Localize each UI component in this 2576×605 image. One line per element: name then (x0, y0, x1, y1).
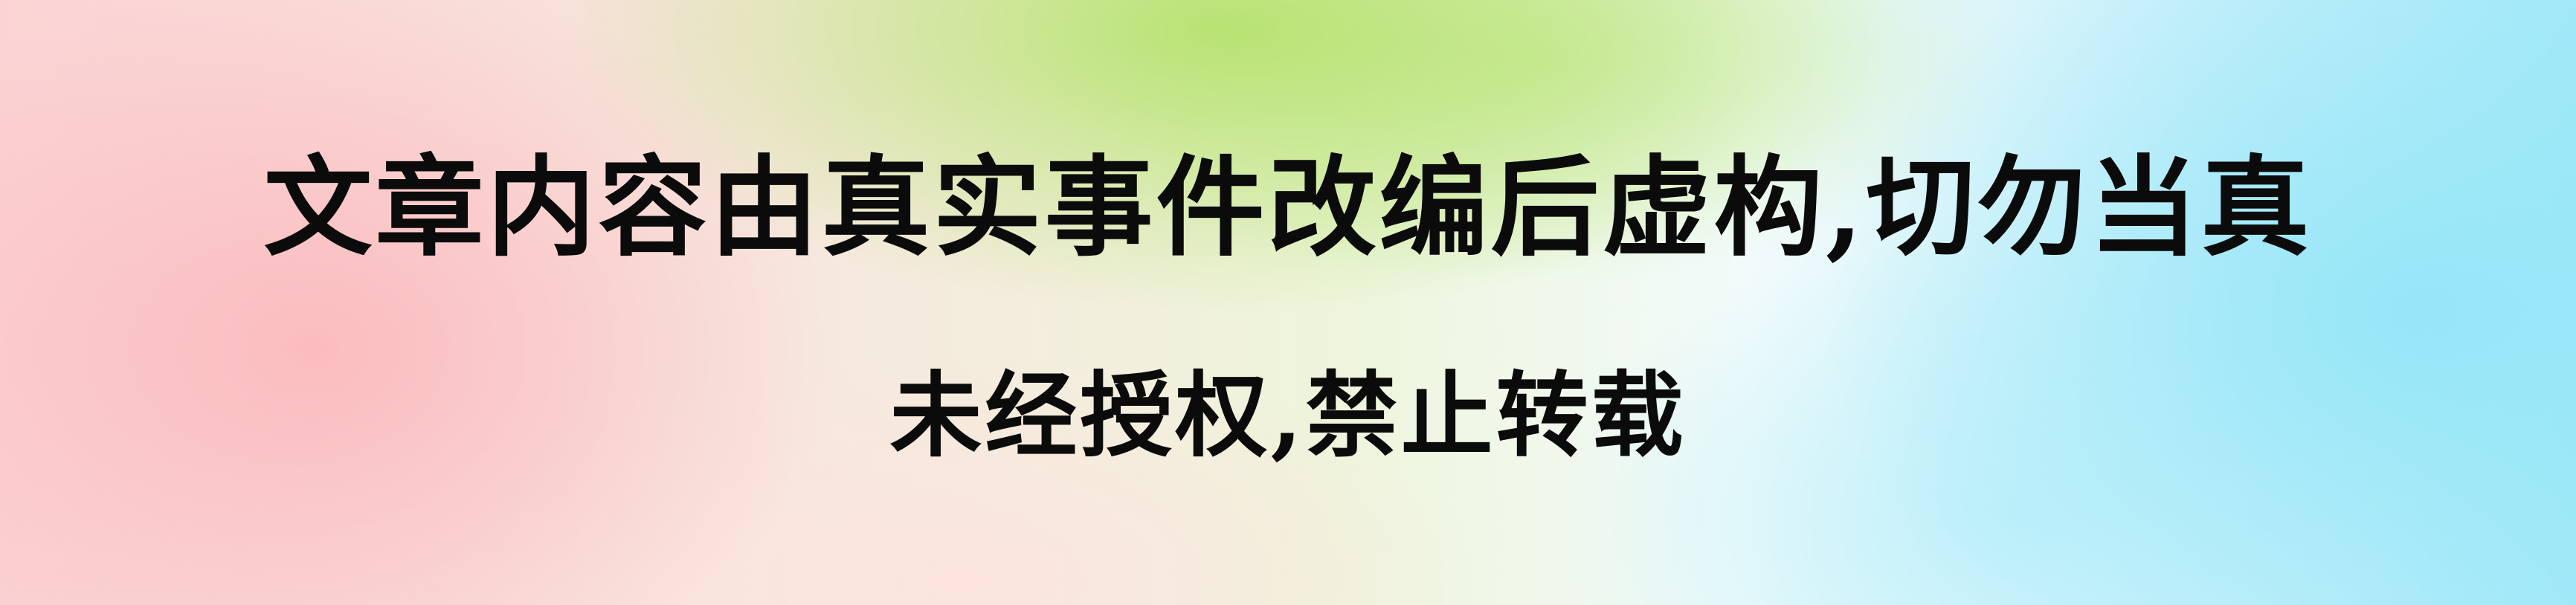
disclaimer-line-copyright-notice: 未经授权,禁止转载 (889, 362, 1687, 470)
disclaimer-line-fiction-notice: 文章内容由真实事件改编后虚构,切勿当真 (263, 144, 2313, 271)
